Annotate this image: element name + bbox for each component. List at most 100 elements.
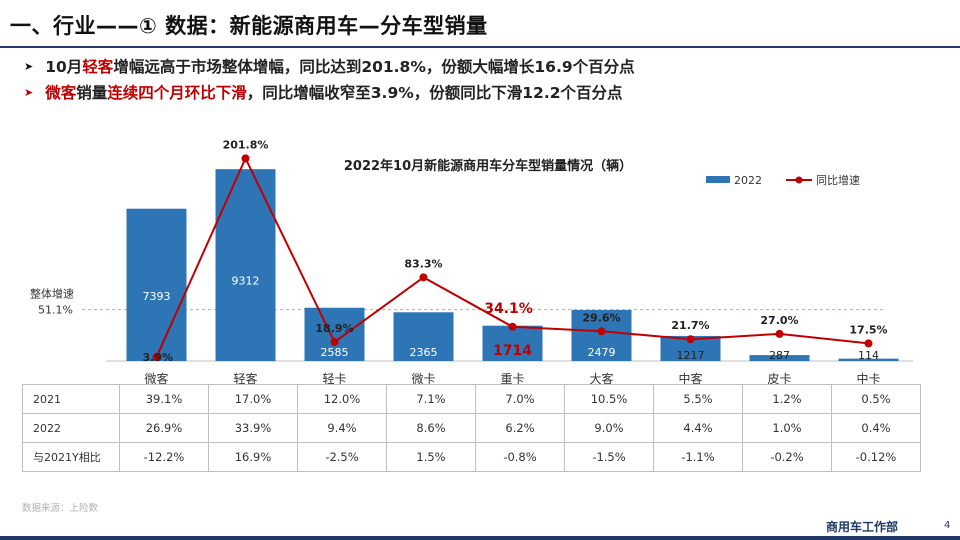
legend-label-growth: 同比增速: [816, 173, 860, 187]
growth-label: 201.8%: [223, 138, 269, 151]
table-cell: 33.9%: [208, 413, 298, 443]
bullet-1-highlight: 轻客: [82, 58, 114, 76]
bar-value-label: 1217: [677, 349, 705, 362]
bar-value-label: 2585: [321, 346, 349, 359]
bar: [304, 307, 365, 361]
growth-point: [330, 338, 339, 347]
bullet-1-text-b: 增幅远高于市场整体增幅，同比达到201.8%，份额大幅增长16.9个百分点: [113, 58, 635, 76]
table-cell: 0.5%: [831, 384, 921, 414]
table-cell: 8.6%: [386, 413, 476, 443]
title-divider: [0, 46, 960, 48]
category-label: 中卡: [856, 371, 880, 386]
footer-bar: [0, 536, 960, 540]
bullet-2-text-b: ，同比增幅收窄至3.9%，份额同比下滑12.2个百分点: [246, 84, 623, 102]
page-number: 4: [944, 520, 951, 531]
table-cell: 0.4%: [831, 413, 921, 443]
bar: [393, 312, 454, 361]
arrow-bullet-icon: ➤: [24, 59, 34, 73]
chart-title: 2022年10月新能源商用车分车型销量情况（辆）: [344, 158, 632, 174]
bar: [215, 169, 276, 361]
table-cell: 4.4%: [653, 413, 743, 443]
bar-value-label: 1714: [493, 343, 532, 359]
bar: [749, 355, 810, 361]
category-label: 大客: [589, 371, 613, 386]
category-label: 微卡: [411, 372, 435, 386]
growth-point: [686, 335, 695, 344]
table-cell: 1.2%: [742, 384, 832, 414]
table-cell: 9.4%: [297, 413, 387, 443]
data-source: 数据来源：上险数: [22, 503, 99, 514]
bullet-2-text-a: 销量: [76, 84, 108, 102]
growth-point: [508, 322, 517, 331]
category-label: 轻卡: [322, 372, 346, 386]
table-cell: -0.8%: [475, 442, 565, 472]
table-row-label: 与2021Y相比: [22, 442, 120, 472]
growth-label: 21.7%: [671, 319, 709, 332]
arrow-bullet-icon: ➤: [24, 85, 34, 99]
bar-value-label: 2479: [588, 346, 616, 359]
growth-point: [152, 353, 161, 362]
growth-label: 3.9%: [143, 351, 174, 364]
bullet-1-text-a: 10月: [45, 58, 83, 76]
legend-label-2022: 2022: [734, 174, 762, 187]
table-cell: 9.0%: [564, 413, 654, 443]
bullet-2: ➤ 微客 销量 连续四个月环比下滑 ，同比增幅收窄至3.9%，份额同比下滑12.2个百…: [24, 79, 635, 105]
growth-point: [597, 327, 606, 336]
category-label: 轻客: [233, 371, 257, 386]
table-cell: -0.12%: [831, 442, 921, 472]
bullet-2-highlight-b: 连续四个月环比下滑: [107, 84, 247, 102]
table-cell: 1.5%: [386, 442, 476, 472]
legend-bar-swatch: [706, 176, 730, 183]
table-cell: 7.1%: [386, 384, 476, 414]
table-cell: -1.1%: [653, 442, 743, 472]
table-cell: 6.2%: [475, 413, 565, 443]
reference-label: 整体增速: [30, 287, 74, 301]
share-table: 2021 39.1% 17.0% 12.0% 7.1% 7.0% 10.5% 5.5% 1.2%…: [22, 384, 921, 472]
table-row-label: 2022: [22, 413, 120, 443]
bar-value-label: 9312: [232, 274, 260, 287]
growth-point: [419, 273, 428, 282]
growth-label: 83.3%: [404, 257, 442, 270]
category-label: 中客: [678, 371, 702, 386]
category-label: 重卡: [500, 372, 524, 386]
table-cell: 7.0%: [475, 384, 565, 414]
growth-point: [864, 339, 873, 348]
bar: [126, 208, 187, 361]
growth-label: 18.9%: [315, 322, 353, 335]
table-cell: -0.2%: [742, 442, 832, 472]
bar-value-label: 7393: [143, 290, 171, 303]
table-cell: 17.0%: [208, 384, 298, 414]
category-label: 皮卡: [767, 372, 791, 386]
growth-point: [775, 329, 784, 338]
growth-label: 34.1%: [484, 301, 533, 317]
table-cell: 39.1%: [119, 384, 209, 414]
page-title: 一、行业——① 数据：新能源商用车—分车型销量: [10, 14, 488, 38]
bullet-2-highlight-a: 微客: [45, 84, 77, 102]
department-label: 商用车工作部: [826, 520, 899, 534]
growth-label: 29.6%: [582, 311, 620, 324]
bullet-1: ➤ 10月 轻客 增幅远高于市场整体增幅，同比达到201.8%，份额大幅增长16.9…: [24, 53, 635, 79]
bar: [482, 325, 543, 361]
table-row-label: 2021: [22, 384, 120, 414]
table-cell: -1.5%: [564, 442, 654, 472]
growth-point: [241, 154, 250, 163]
bar-value-label: 114: [858, 349, 879, 362]
category-label: 微客: [144, 371, 168, 386]
bar-value-label: 2365: [410, 346, 438, 359]
table-cell: 16.9%: [208, 442, 298, 472]
bar: [838, 358, 899, 361]
table-cell: 10.5%: [564, 384, 654, 414]
table-cell: 1.0%: [742, 413, 832, 443]
bullet-list: ➤ 10月 轻客 增幅远高于市场整体增幅，同比达到201.8%，份额大幅增长16.9…: [24, 53, 635, 105]
table-row: 2022 26.9% 33.9% 9.4% 8.6% 6.2% 9.0% 4.4% 1.0% 0.…: [22, 413, 921, 443]
table-cell: -2.5%: [297, 442, 387, 472]
bar: [571, 309, 632, 361]
table-cell: 26.9%: [119, 413, 209, 443]
growth-label: 27.0%: [760, 314, 798, 327]
table-cell: 12.0%: [297, 384, 387, 414]
legend-line-marker: [795, 176, 803, 184]
table-cell: -12.2%: [119, 442, 209, 472]
table-row: 与2021Y相比 -12.2% 16.9% -2.5% 1.5% -0.8% -1.5% -1…: [22, 442, 921, 472]
growth-label: 17.5%: [849, 323, 887, 336]
